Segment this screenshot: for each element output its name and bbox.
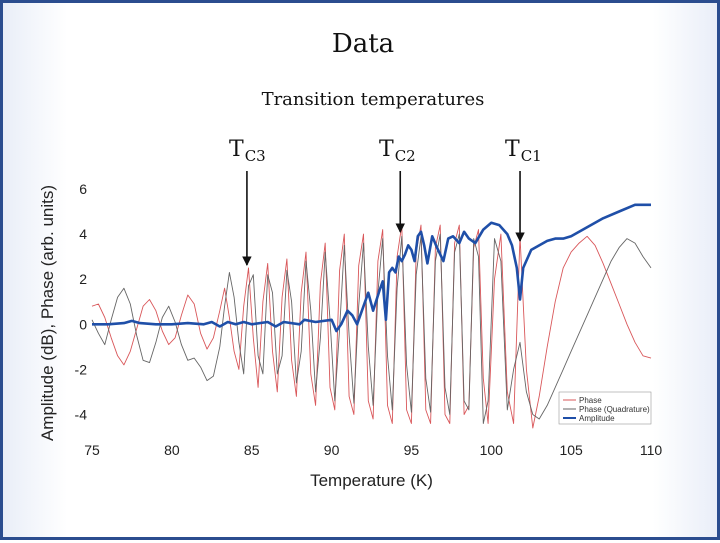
slide-title: Data	[331, 29, 395, 59]
tc1-label: TC1	[505, 137, 542, 165]
x-tick-label: 80	[164, 442, 180, 458]
x-axis-label: Temperature (K)	[310, 471, 433, 490]
slide-subtitle: Transition temperatures	[261, 89, 485, 110]
y-tick-label: 4	[79, 226, 87, 242]
x-tick-label: 100	[480, 442, 504, 458]
tc2-label-base: T	[379, 137, 394, 162]
x-tick-label: 95	[404, 442, 420, 458]
marker-arrows	[242, 171, 525, 266]
tc2-label-sub: C2	[394, 147, 416, 165]
x-tick-label: 90	[324, 442, 340, 458]
y-tick-label: 2	[79, 271, 87, 287]
y-tick-label: 6	[79, 181, 87, 197]
tc2-label: TC2	[379, 137, 416, 165]
y-tick-label: 0	[79, 316, 87, 332]
series-line-amplitude	[92, 203, 651, 333]
tc3-label-sub: C3	[244, 147, 266, 165]
series-line-phase-quadrature	[91, 233, 652, 424]
chart-lines	[91, 203, 652, 429]
x-tick-label: 85	[244, 442, 260, 458]
x-tick-label: 110	[640, 442, 663, 458]
chart-ticks: 75 80 85 90 95 100 105 110 -4 -2 0 2 4 6	[75, 181, 663, 458]
series-line-phase	[91, 224, 652, 429]
y-tick-label: -4	[75, 406, 88, 422]
y-axis-label: Amplitude (dB), Phase (arb. units)	[38, 185, 57, 441]
tc3-label-base: T	[229, 137, 244, 162]
tc3-label: TC3	[229, 137, 266, 165]
legend-entry: Phase	[579, 396, 602, 405]
tc1-label-sub: C1	[520, 147, 542, 165]
x-tick-label: 105	[559, 442, 583, 458]
y-tick-label: -2	[75, 361, 88, 377]
x-tick-label: 75	[84, 442, 100, 458]
tc1-label-base: T	[505, 137, 520, 162]
legend-entry: Amplitude	[579, 414, 615, 423]
legend-entry: Phase (Quadrature)	[579, 405, 650, 414]
